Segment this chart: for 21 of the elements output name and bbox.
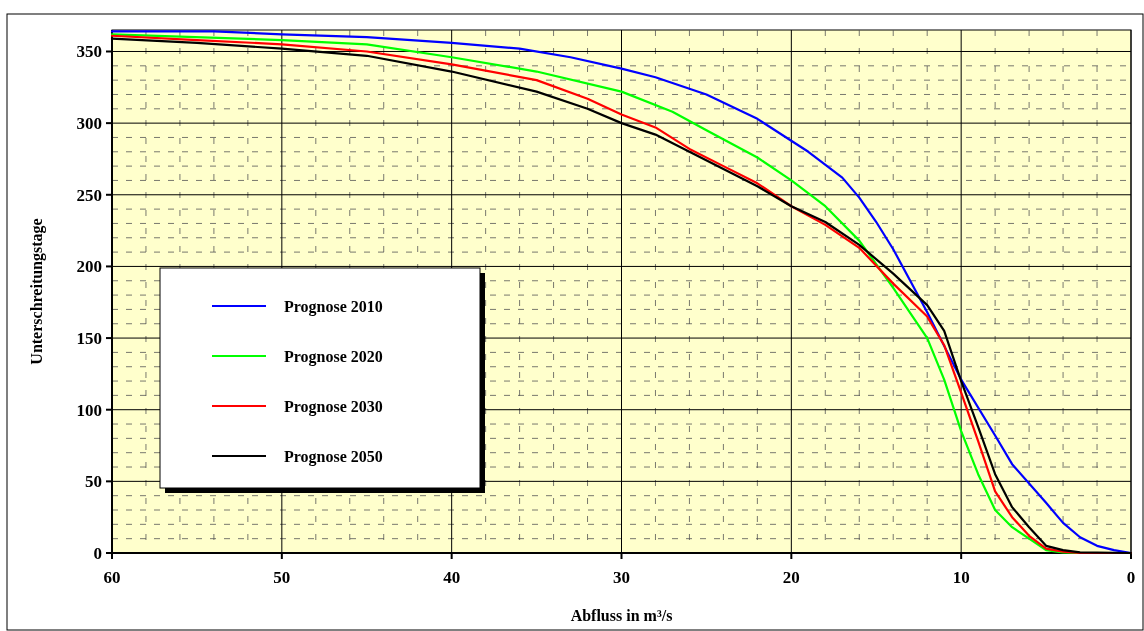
x-tick-label: 40 bbox=[443, 568, 461, 587]
x-tick-label: 20 bbox=[782, 568, 800, 587]
x-tick-label: 30 bbox=[613, 568, 630, 587]
x-tick-label: 10 bbox=[952, 568, 970, 587]
x-tick-label: 50 bbox=[273, 568, 291, 587]
legend-label: Prognose 2030 bbox=[284, 398, 383, 416]
legend-label: Prognose 2050 bbox=[284, 448, 383, 466]
y-tick-label: 100 bbox=[76, 400, 102, 420]
legend-label: Prognose 2010 bbox=[284, 298, 383, 316]
y-tick-label: 50 bbox=[85, 472, 102, 492]
x-tick-label: 0 bbox=[1126, 568, 1136, 587]
y-tick-label: 200 bbox=[76, 257, 102, 277]
y-tick-label: 350 bbox=[76, 42, 102, 62]
legend-label: Prognose 2020 bbox=[284, 348, 383, 366]
x-axis-title: Abfluss in m³/s bbox=[570, 607, 673, 624]
y-axis-title: Unterschreitungstage bbox=[28, 218, 46, 365]
y-tick-label: 0 bbox=[93, 544, 102, 563]
y-tick-label: 150 bbox=[76, 329, 102, 349]
y-tick-label: 250 bbox=[76, 185, 102, 205]
x-tick-label: 60 bbox=[103, 568, 121, 587]
y-tick-label: 300 bbox=[76, 114, 102, 134]
